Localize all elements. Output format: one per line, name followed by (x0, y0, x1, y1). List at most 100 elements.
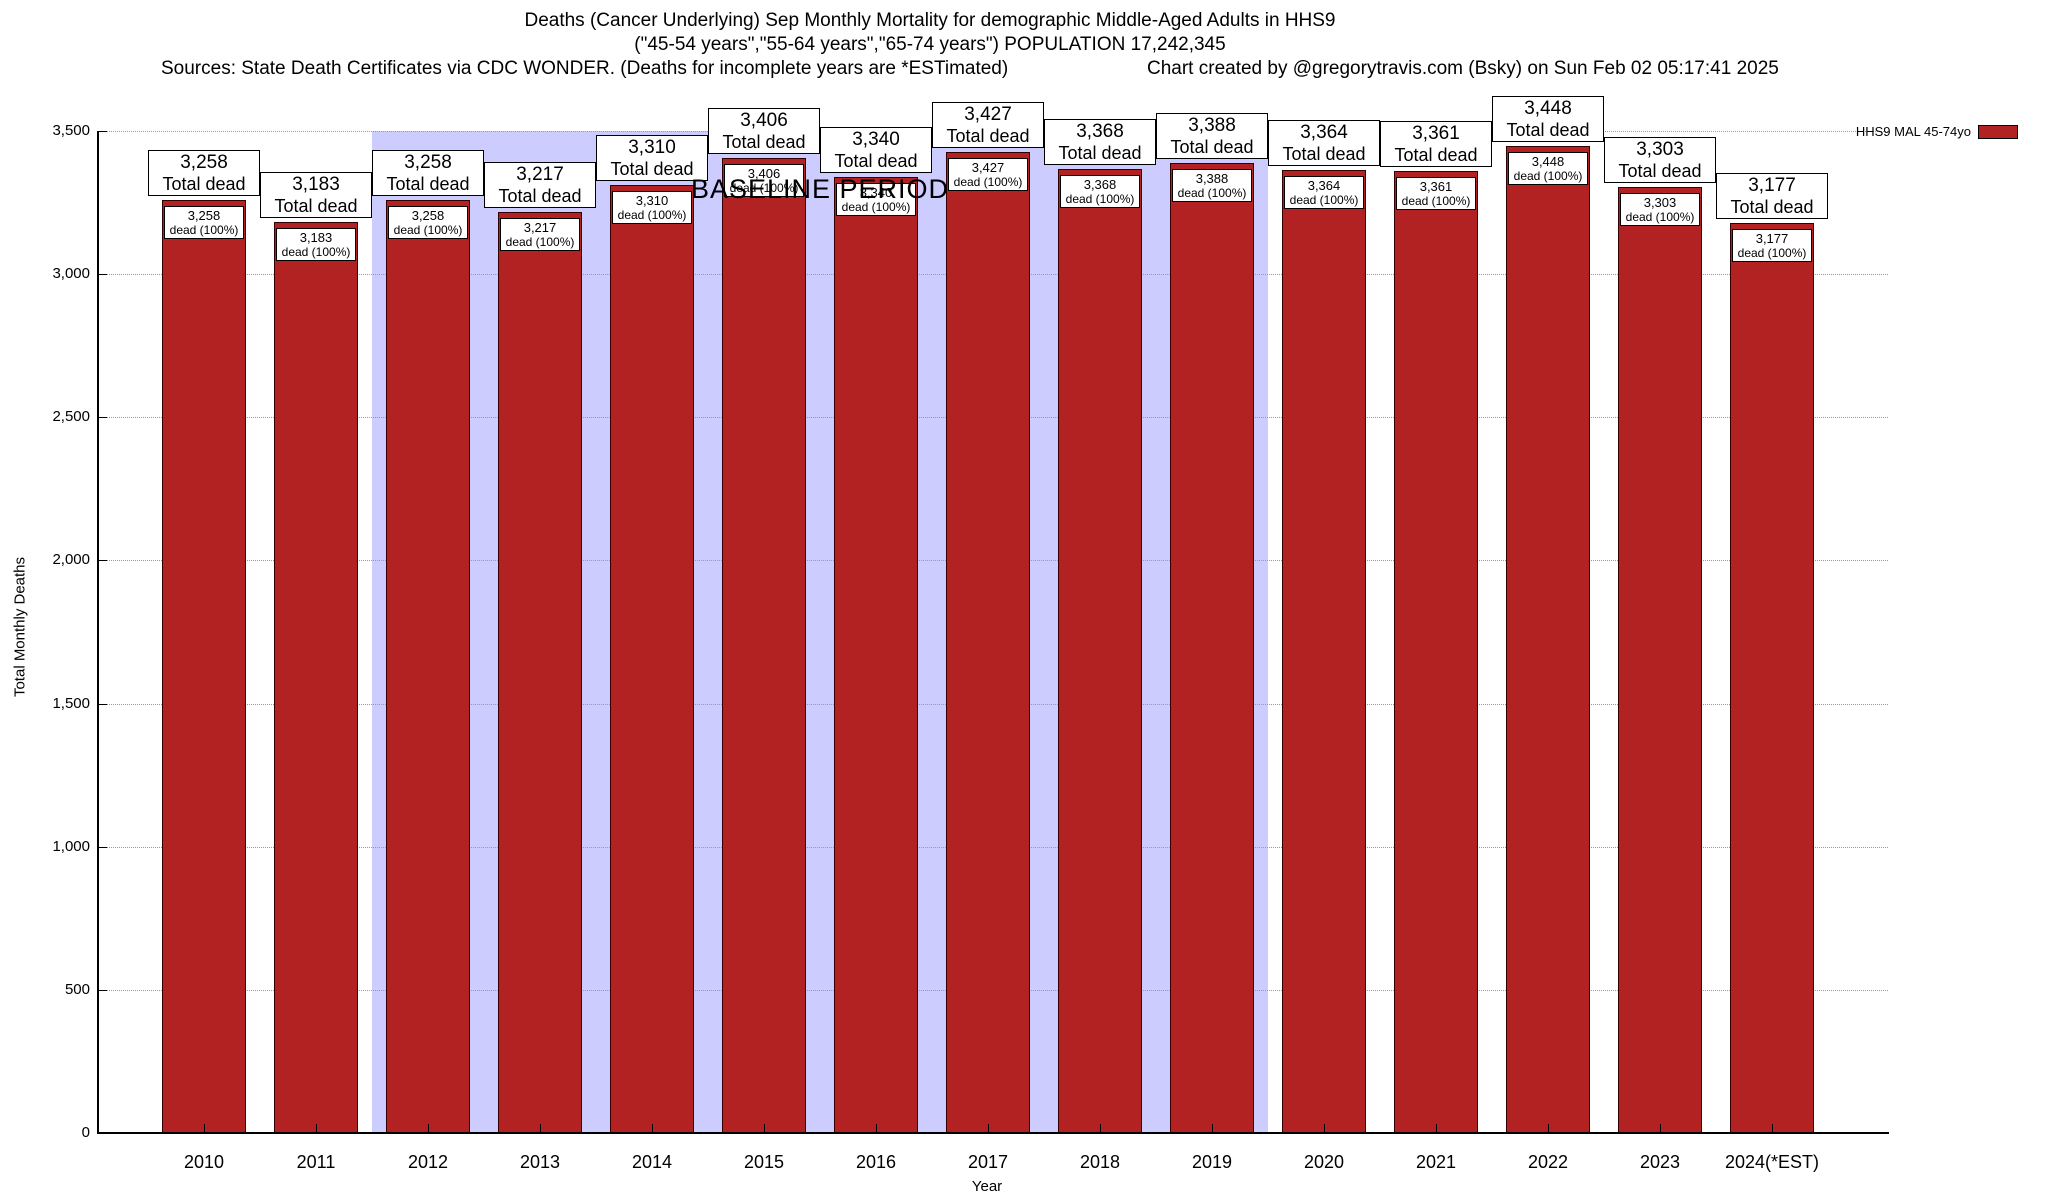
bar-inner-label-2018-text: dead (100%) (1065, 191, 1135, 206)
y-tick-mark (98, 846, 107, 848)
bar-inner-label-2011: 3,183 dead (100%) (276, 227, 356, 261)
bar-inner-label-2010: 3,258 dead (100%) (164, 206, 244, 240)
bar-inner-label-2013-text: dead (100%) (505, 235, 575, 250)
x-tick-mark (1772, 1124, 1773, 1132)
bar-top-label-2022-text: Total dead (1506, 119, 1590, 140)
bar-inner-label-2021: 3,361 dead (100%) (1396, 176, 1476, 210)
bar-top-label-2023-text: Total dead (1618, 161, 1702, 182)
bar-top-label-2018-text: Total dead (1058, 142, 1142, 163)
legend: HHS9 MAL 45-74yo (1856, 124, 2018, 139)
bar-inner-label-2016: 3,340 dead (100%) (836, 182, 916, 216)
bar-top-label-2020-text: Total dead (1282, 143, 1366, 164)
bar-inner-label-2013: 3,217 dead (100%) (500, 218, 580, 252)
y-tick-mark (98, 274, 107, 276)
bar-top-label-2021-value: 3,361 (1412, 122, 1460, 144)
x-tick-label-2019: 2019 (1191, 1152, 1233, 1172)
bar-2010 (162, 200, 246, 1133)
bar-top-label-2023-value: 3,303 (1636, 139, 1684, 161)
bar-inner-label-2020: 3,364 dead (100%) (1284, 175, 1364, 209)
x-axis-title: Year (971, 1178, 1003, 1195)
baseline-period-label: BASELINE PERIOD (690, 174, 950, 204)
y-tick-mark (98, 131, 107, 132)
x-tick-label-2022: 2022 (1527, 1152, 1569, 1172)
bar-2013 (498, 212, 582, 1133)
bar-inner-label-2020-value: 3,364 (1307, 177, 1341, 193)
bar-inner-label-2021-text: dead (100%) (1401, 193, 1471, 208)
bar-inner-label-2020-text: dead (100%) (1289, 192, 1359, 207)
bar-top-label-2013-text: Total dead (498, 186, 582, 207)
bar-2014 (610, 185, 694, 1133)
bar-top-label-2016-value: 3,340 (852, 128, 900, 150)
bar-top-label-2017-value: 3,427 (964, 103, 1012, 125)
x-tick-mark (204, 1124, 205, 1132)
legend-label: HHS9 MAL 45-74yo (1855, 124, 1971, 139)
bar-top-label-2017-text: Total dead (946, 125, 1030, 146)
bar-inner-label-2022-value: 3,448 (1531, 153, 1565, 169)
x-tick-label-2018: 2018 (1079, 1152, 1121, 1172)
bar-top-label-2016: 3,340 Total dead (820, 126, 932, 173)
bar-top-label-2014-value: 3,310 (628, 137, 676, 159)
x-tick-mark (316, 1124, 317, 1132)
x-tick-mark (1436, 1124, 1437, 1132)
bar-top-label-2011-text: Total dead (274, 195, 358, 216)
bar-inner-label-2011-value: 3,183 (299, 229, 333, 245)
bar-inner-label-2018-value: 3,368 (1083, 176, 1117, 192)
bar-top-label-2021: 3,361 Total dead (1380, 120, 1492, 167)
bar-top-label-2017: 3,427 Total dead (932, 101, 1044, 148)
bar-inner-label-2012-value: 3,258 (411, 208, 445, 224)
x-tick-mark (428, 1124, 429, 1132)
x-tick-mark (876, 1124, 877, 1132)
bar-top-label-2014: 3,310 Total dead (596, 135, 708, 182)
bar-top-label-2021-text: Total dead (1394, 144, 1478, 165)
bar-top-label-2024(*EST)-value: 3,177 (1748, 175, 1796, 197)
bar-top-label-2010-value: 3,258 (180, 152, 228, 174)
bar-inner-label-2019-text: dead (100%) (1177, 186, 1247, 201)
chart-subtitle: ("45-54 years","55-64 years","65-74 year… (634, 34, 1226, 55)
bar-2024(*EST) (1730, 223, 1814, 1133)
x-tick-label-2011: 2011 (296, 1152, 336, 1172)
bar-2018 (1058, 168, 1142, 1133)
bar-inner-label-2016-value: 3,340 (859, 184, 893, 200)
bar-inner-label-2024(*EST): 3,177 dead (100%) (1732, 229, 1812, 263)
y-tick-label: 1,500 (52, 694, 90, 712)
bar-top-label-2014-text: Total dead (610, 159, 694, 180)
x-tick-label-2017: 2017 (967, 1152, 1009, 1172)
y-tick-label: 3,500 (52, 122, 90, 139)
y-tick-label: 3,000 (52, 265, 90, 283)
bar-top-label-2016-text: Total dead (834, 150, 918, 171)
bar-inner-label-2012: 3,258 dead (100%) (388, 206, 468, 240)
bar-top-label-2013: 3,217 Total dead (484, 162, 596, 209)
bar-inner-label-2018: 3,368 dead (100%) (1060, 174, 1140, 208)
sources-note: Sources: State Death Certificates via CD… (161, 58, 1009, 79)
y-tick-label: 2,000 (52, 551, 90, 569)
bar-top-label-2018-value: 3,368 (1076, 120, 1124, 142)
bar-top-label-2018: 3,368 Total dead (1044, 118, 1156, 165)
bar-top-label-2024(*EST): 3,177 Total dead (1716, 173, 1828, 220)
x-tick-mark (652, 1124, 653, 1132)
bar-2020 (1282, 169, 1366, 1133)
y-tick-label: 1,000 (52, 837, 90, 855)
bar-inner-label-2019-value: 3,388 (1195, 171, 1229, 187)
bar-top-label-2020-value: 3,364 (1300, 121, 1348, 143)
bar-top-label-2011: 3,183 Total dead (260, 171, 372, 218)
bar-inner-label-2015-value: 3,406 (747, 165, 781, 181)
bar-inner-label-2016-text: dead (100%) (841, 199, 911, 214)
x-tick-label-2013: 2013 (519, 1152, 561, 1172)
x-tick-mark (988, 1124, 989, 1132)
bar-2012 (386, 200, 470, 1133)
bar-2022 (1506, 145, 1590, 1133)
x-tick-label-2014: 2014 (631, 1152, 673, 1172)
x-tick-label-2012: 2012 (407, 1152, 449, 1172)
bar-2023 (1618, 187, 1702, 1133)
bar-2011 (274, 221, 358, 1133)
y-tick-label: 0 (81, 1124, 90, 1141)
bar-inner-label-2012-text: dead (100%) (393, 223, 463, 238)
bar-top-label-2022-value: 3,448 (1524, 97, 1572, 119)
bar-top-label-2015-value: 3,406 (740, 109, 788, 131)
x-tick-mark (1212, 1124, 1213, 1132)
bar-inner-label-2021-value: 3,361 (1419, 178, 1453, 194)
bar-inner-label-2017-value: 3,427 (971, 159, 1005, 175)
bar-inner-label-2017-text: dead (100%) (953, 174, 1023, 189)
bar-inner-label-2023: 3,303 dead (100%) (1620, 193, 1700, 227)
